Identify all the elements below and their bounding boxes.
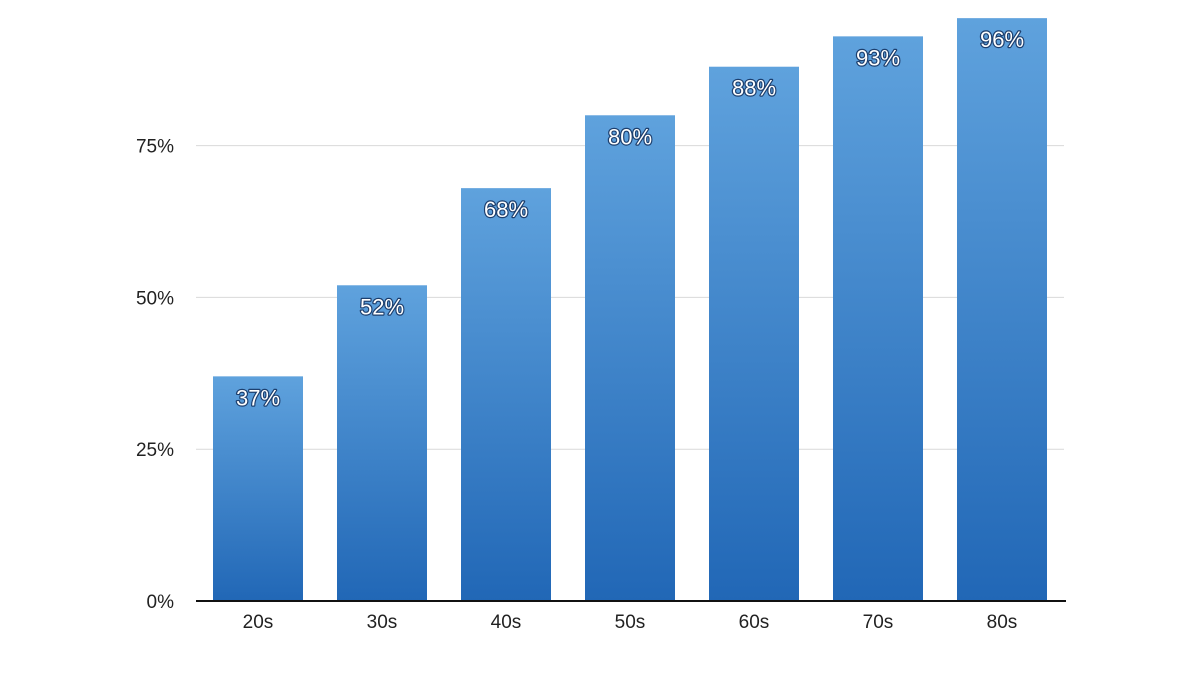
data-label-80s: 96% — [980, 27, 1024, 52]
x-axis-tick-labels: 20s 30s 40s 50s 60s 70s 80s — [243, 612, 1018, 633]
data-label-30s: 52% — [360, 294, 404, 319]
x-tick-label-80s: 80s — [987, 612, 1018, 633]
bars — [213, 18, 1047, 602]
data-label-70s: 93% — [856, 45, 900, 70]
data-label-40s: 68% — [484, 197, 528, 222]
y-tick-label: 0% — [147, 592, 175, 613]
x-tick-label-40s: 40s — [491, 612, 522, 633]
data-label-60s: 88% — [732, 76, 776, 101]
bar-60s — [709, 66, 799, 601]
bar-20s — [213, 376, 303, 601]
data-label-20s: 37% — [236, 385, 280, 410]
bar-80s — [957, 18, 1047, 601]
data-labels: 37% 52% 68% 80% 88% 93% 96% — [235, 26, 1025, 412]
x-tick-label-30s: 30s — [367, 612, 398, 633]
y-tick-label: 50% — [136, 288, 174, 309]
y-tick-label: 75% — [136, 137, 174, 158]
y-tick-label: 25% — [136, 440, 174, 461]
bar-70s — [833, 36, 923, 602]
x-tick-label-70s: 70s — [863, 612, 894, 633]
bar-40s — [461, 188, 551, 601]
x-tick-label-20s: 20s — [243, 612, 274, 633]
data-label-50s: 80% — [608, 124, 652, 149]
x-tick-label-50s: 50s — [615, 612, 646, 633]
x-tick-label-60s: 60s — [739, 612, 770, 633]
bar-50s — [585, 115, 675, 602]
bar-30s — [337, 285, 427, 601]
y-axis-tick-labels: 0% 25% 50% 75% — [136, 137, 174, 613]
